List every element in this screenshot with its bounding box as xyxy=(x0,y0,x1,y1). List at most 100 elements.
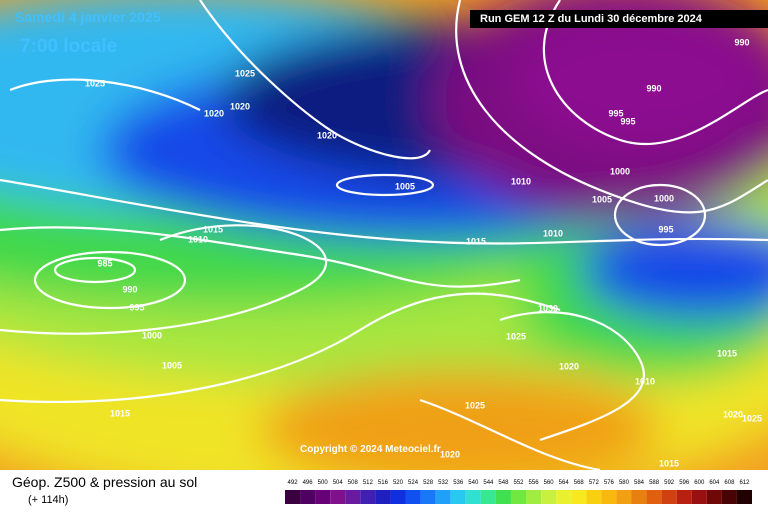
isobar-label: 995 xyxy=(608,108,623,118)
scale-swatch xyxy=(420,490,436,504)
isobar-label: 1030 xyxy=(538,303,558,313)
scale-swatch xyxy=(736,490,752,504)
scale-label: 492 xyxy=(288,480,299,486)
scale-label: 592 xyxy=(664,480,675,486)
scale-label: 536 xyxy=(453,480,464,486)
isobar-label: 995 xyxy=(658,224,673,234)
isobar-label: 1020 xyxy=(440,449,460,459)
run-label: Run GEM 12 Z du Lundi 30 décembre 2024 xyxy=(480,13,703,25)
isobar-label: 1025 xyxy=(85,78,105,88)
scale-swatch xyxy=(661,490,677,504)
scale-label: 608 xyxy=(724,480,735,486)
date: Samedi 4 janvier 2025 xyxy=(15,9,161,25)
isobar-label: 995 xyxy=(129,302,144,312)
scale-swatch xyxy=(390,490,406,504)
scale-label: 512 xyxy=(363,480,374,486)
isobar-label: 1000 xyxy=(654,193,674,203)
scale-swatch xyxy=(646,490,662,504)
scale-swatch xyxy=(706,490,722,504)
scale-label: 568 xyxy=(574,480,585,486)
scale-label: 584 xyxy=(634,480,645,486)
scale-label: 520 xyxy=(393,480,404,486)
scale-swatch xyxy=(510,490,527,504)
scale-swatch xyxy=(571,490,587,504)
isobar-label: 1015 xyxy=(466,236,486,246)
scale-label: 596 xyxy=(679,480,690,486)
scale-swatch xyxy=(495,490,511,504)
scale-swatch xyxy=(631,490,647,504)
scale-swatch xyxy=(556,490,572,504)
scale-label: 544 xyxy=(483,480,494,486)
scale-label: 572 xyxy=(589,480,600,486)
scale-label: 500 xyxy=(318,480,329,486)
isobar-labels: 1025102510201020102010051015101098599099… xyxy=(85,37,762,468)
footer-title: Géop. Z500 & pression au sol xyxy=(12,474,197,490)
scale-swatch xyxy=(450,490,466,504)
isobar-label: 1015 xyxy=(203,224,223,234)
scale-swatch xyxy=(405,490,421,504)
scale-label: 600 xyxy=(694,480,705,486)
scale-label: 580 xyxy=(619,480,630,486)
scale-label: 528 xyxy=(423,480,434,486)
isobar-label: 990 xyxy=(646,83,661,93)
isobar-label: 1015 xyxy=(110,408,130,418)
scale-label: 564 xyxy=(559,480,570,486)
scale-swatch xyxy=(360,490,376,504)
scale-swatch xyxy=(526,490,542,504)
isobar-label: 1025 xyxy=(235,68,255,78)
scale-swatch xyxy=(691,490,707,504)
scale-label: 576 xyxy=(604,480,615,486)
scale-label: 604 xyxy=(709,480,720,486)
isobar-label: 1025 xyxy=(465,400,485,410)
isobar-label: 995 xyxy=(620,116,635,126)
scale-swatch xyxy=(465,490,481,504)
scale-label: 524 xyxy=(408,480,419,486)
isobar-label: 985 xyxy=(97,258,112,268)
isobar-label: 1015 xyxy=(659,458,679,468)
time: 7:00 locale xyxy=(20,36,117,57)
isobar-label: 1020 xyxy=(559,361,579,371)
copyright: Copyright © 2024 Meteociel.fr xyxy=(300,444,441,455)
isobar-label: 1010 xyxy=(511,176,531,186)
scale-label: 540 xyxy=(468,480,479,486)
scale-label: 508 xyxy=(348,480,359,486)
isobar-label: 1000 xyxy=(142,330,162,340)
isobar-label: 1010 xyxy=(543,228,563,238)
isobar-label: 1015 xyxy=(717,348,737,358)
scale-swatch xyxy=(721,490,737,504)
scale-label: 504 xyxy=(333,480,344,486)
scale-swatch xyxy=(541,490,557,504)
scale-label: 612 xyxy=(739,480,750,486)
scale-label: 516 xyxy=(378,480,389,486)
scale-label: 496 xyxy=(303,480,314,486)
isobar-label: 1025 xyxy=(742,413,762,423)
scale-label: 560 xyxy=(544,480,555,486)
scale-swatch xyxy=(480,490,496,504)
isobar-label: 1020 xyxy=(204,108,224,118)
isobar-label: 1010 xyxy=(188,234,208,244)
isobar-label: 1005 xyxy=(395,181,415,191)
lead-time: (+ 114h) xyxy=(28,494,68,506)
isobars xyxy=(0,0,768,442)
isobar-label: 1010 xyxy=(635,376,655,386)
scale-swatch xyxy=(601,490,617,504)
scale-swatch xyxy=(315,490,331,504)
isobar-label: 1005 xyxy=(592,194,612,204)
scale-swatch xyxy=(300,490,316,504)
scale-label: 548 xyxy=(498,480,509,486)
run-box xyxy=(470,10,768,28)
scale-swatch xyxy=(345,490,361,504)
scale-swatch xyxy=(285,490,301,504)
isobar-label: 1000 xyxy=(610,166,630,176)
isobar-label: 1025 xyxy=(506,331,526,341)
scale-swatch xyxy=(375,490,391,504)
scale-swatch xyxy=(435,490,451,504)
color-scale: 492 496 500 504 508 512 516 520 524 528 532 536 540 5… xyxy=(285,480,752,504)
scale-label: 532 xyxy=(438,480,449,486)
isobar-label: 990 xyxy=(122,284,137,294)
scale-swatch xyxy=(616,490,632,504)
isobar-label: 1020 xyxy=(230,101,250,111)
